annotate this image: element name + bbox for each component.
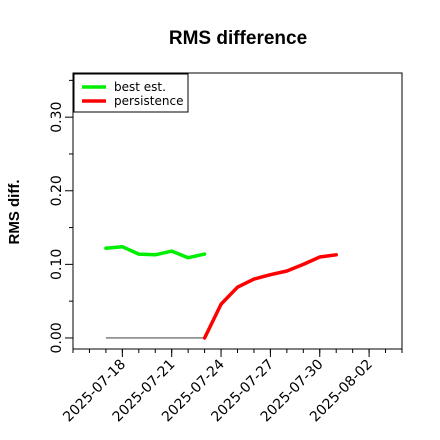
legend-label: best est.: [114, 80, 166, 94]
data-point: [335, 253, 338, 256]
data-point: [154, 253, 157, 256]
data-point: [318, 256, 321, 258]
data-point: [105, 247, 107, 249]
y-axis-label: RMS diff.: [6, 180, 23, 245]
y-tick-label: 0.30: [49, 102, 65, 133]
data-point: [236, 286, 239, 288]
y-tick-label: 0.00: [49, 322, 65, 353]
y-axis: 0.00 0.10 0.20 0.30: [49, 79, 73, 354]
x-axis: 2025-07-182025-07-212025-07-242025-07-27…: [60, 349, 403, 425]
data-point: [302, 263, 305, 266]
legend: best est.persistence: [73, 73, 189, 113]
data-point: [220, 303, 222, 305]
data-point: [170, 250, 173, 252]
data-point: [286, 270, 288, 272]
data-point: [203, 337, 206, 339]
series-line-0: [104, 244, 207, 260]
data-point: [269, 273, 272, 276]
y-tick-label: 0.20: [49, 175, 65, 206]
chart-title: RMS difference: [169, 28, 307, 49]
plot-frame: [72, 72, 403, 350]
series-layer: [104, 244, 338, 340]
data-point: [253, 278, 255, 280]
legend-box: [73, 73, 189, 113]
data-point: [138, 253, 140, 255]
data-point: [121, 245, 124, 248]
y-tick-label: 0.10: [49, 249, 65, 280]
series-line-1: [202, 253, 338, 340]
legend-label: persistence: [114, 94, 183, 108]
data-point: [203, 253, 206, 255]
data-point: [187, 256, 189, 259]
